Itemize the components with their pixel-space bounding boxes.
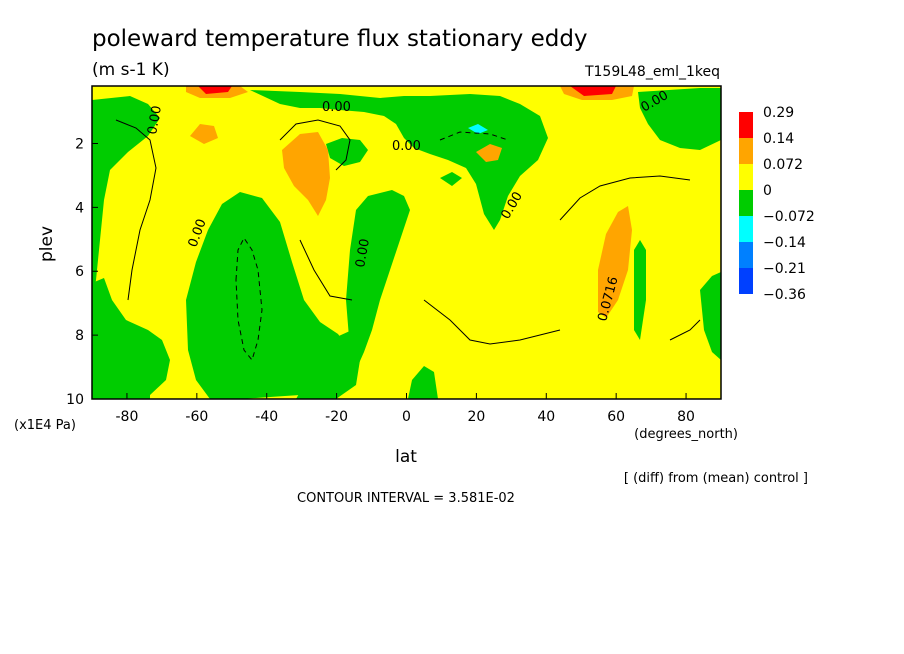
diff-note: [ (diff) from (mean) control ] [624, 471, 808, 486]
colorbar-swatch [739, 242, 753, 268]
x-tick-label: 40 [537, 409, 555, 425]
x-tick-label: 80 [677, 409, 695, 425]
pos-region-north-subtrop [476, 144, 502, 162]
neg-region-cyan-spot [468, 124, 488, 134]
y-axis: 2 4 6 8 10 [66, 136, 98, 408]
y-tick-label: 8 [75, 328, 84, 344]
x-tick-label: -40 [255, 409, 278, 425]
x-axis-label: lat [395, 447, 417, 467]
neg-region-small [440, 172, 462, 186]
x-tick-label: 20 [467, 409, 485, 425]
pos-region-south-upper [190, 124, 218, 144]
colorbar-level-label: 0.14 [763, 131, 794, 147]
pos-region-top-north-core [570, 86, 616, 96]
x-tick-label: -80 [116, 409, 139, 425]
contour-line [669, 319, 701, 341]
units-label: (m s-1 K) [92, 60, 170, 80]
x-tick-label: 0 [402, 409, 411, 425]
x-tick-label: 60 [607, 409, 625, 425]
contour-line [299, 239, 353, 301]
contour-label: 0.00 [322, 100, 351, 115]
contour-interval: CONTOUR INTERVAL = 3.581E-02 [297, 491, 515, 506]
colorbar-swatch [739, 190, 753, 216]
neg-region-southpole [92, 96, 160, 300]
neg-region-south-midlat [186, 192, 356, 399]
x-tick-label: -20 [325, 409, 348, 425]
neg-region-north-lower [408, 366, 438, 399]
pos-region-north-midlat [598, 206, 632, 318]
colorbar-swatch [739, 216, 753, 242]
y-tick-label: 10 [66, 392, 84, 408]
colorbar-level-label: 0.29 [763, 105, 794, 121]
colorbar-level-label: 0 [763, 183, 772, 199]
contour-label: 0.00 [145, 105, 165, 136]
y-units-label: (x1E4 Pa) [14, 418, 76, 433]
contour-line [423, 299, 561, 345]
y-axis-label: plev [37, 226, 57, 262]
colorbar-level-label: −0.072 [763, 209, 815, 225]
y-tick-label: 6 [75, 264, 84, 280]
neg-region-north-mid [634, 240, 646, 340]
contour-lines [115, 119, 701, 362]
x-tick-label: -60 [185, 409, 208, 425]
neg-region-equator-column [346, 190, 410, 370]
contour-line [439, 131, 509, 141]
contour-line [559, 175, 691, 221]
contour-line [279, 119, 351, 171]
colorbar-level-label: −0.21 [763, 261, 806, 277]
neg-region-south-lower [92, 278, 170, 399]
neg-region-upper-center-blob [326, 138, 368, 166]
contour-line [235, 237, 263, 362]
pos-region-top-south-core [198, 86, 232, 94]
contour-field: 0.00 0.00 0.00 0.00 0.00 0.00 0.00 0.071… [92, 86, 721, 399]
contour-line [115, 119, 157, 301]
colorbar-level-label: 0.072 [763, 157, 803, 173]
colorbar-swatch [739, 112, 753, 138]
colorbar: 0.29 0.14 0.072 0 −0.072 −0.14 −0.21 −0.36 [739, 105, 815, 303]
colorbar-swatch [739, 268, 753, 294]
neg-region-north-upper [638, 88, 721, 150]
y-tick-label: 4 [75, 200, 84, 216]
pos-region-south-subtrop [282, 132, 330, 216]
x-units-label: (degrees_north) [634, 427, 738, 442]
neg-region-south-low-fill [296, 330, 360, 399]
contour-label: 0.00 [353, 238, 373, 269]
colorbar-swatch [739, 138, 753, 164]
neg-region-upper-center [250, 90, 548, 230]
y-tick-label: 2 [75, 136, 84, 152]
run-label: T159L48_eml_1keq [584, 64, 720, 80]
neg-region-north-pole [700, 272, 721, 360]
contour-label: 0.00 [392, 139, 421, 154]
colorbar-swatch [739, 164, 753, 190]
chart-title: poleward temperature flux stationary edd… [92, 26, 588, 52]
colorbar-level-label: −0.36 [763, 287, 806, 303]
colorbar-level-label: −0.14 [763, 235, 806, 251]
x-axis: -80 -60 -40 -20 0 20 40 60 80 [116, 393, 695, 425]
